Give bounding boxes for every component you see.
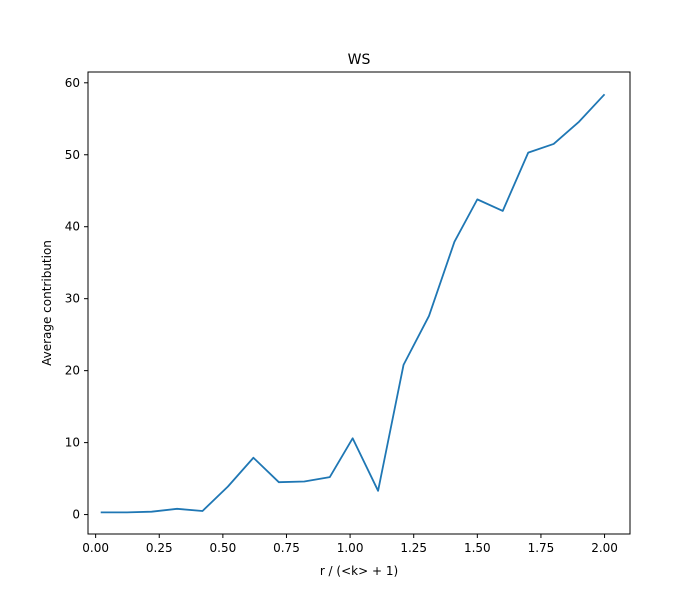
- x-axis-ticks: 0.00 0.25 0.50 0.75 1.00 1.25 1.50 1.75 2.00: [82, 534, 618, 555]
- y-tick-label: 60: [65, 76, 80, 90]
- x-tick-label: 0.50: [210, 541, 237, 555]
- y-tick-label: 10: [65, 436, 80, 450]
- series-layer: [100, 93, 606, 514]
- x-tick-label: 0.25: [146, 541, 173, 555]
- x-tick-label: 1.75: [528, 541, 555, 555]
- y-tick-label: 50: [65, 148, 80, 162]
- x-tick-label: 1.25: [400, 541, 427, 555]
- x-tick-label: 1.00: [337, 541, 364, 555]
- chart-title: WS: [348, 52, 371, 68]
- plot-frame: [87, 71, 631, 535]
- y-axis-ticks: 0 10 20 30 40 50 60: [65, 76, 88, 522]
- x-tick-label: 0.75: [273, 541, 300, 555]
- y-tick-label: 20: [65, 364, 80, 378]
- x-tick-label: 2.00: [591, 541, 618, 555]
- x-tick-label: 0.00: [82, 541, 109, 555]
- series-line: [100, 93, 606, 514]
- x-tick-label: 1.50: [464, 541, 491, 555]
- y-tick-label: 40: [65, 220, 80, 234]
- y-tick-label: 0: [72, 508, 80, 522]
- x-axis-label: r / (<k> + 1): [320, 564, 398, 578]
- y-axis-label: Average contribution: [40, 240, 54, 366]
- y-tick-label: 30: [65, 292, 80, 306]
